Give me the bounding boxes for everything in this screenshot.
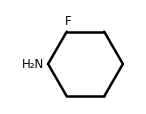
Text: H₂N: H₂N xyxy=(22,58,44,71)
Text: F: F xyxy=(65,14,71,27)
